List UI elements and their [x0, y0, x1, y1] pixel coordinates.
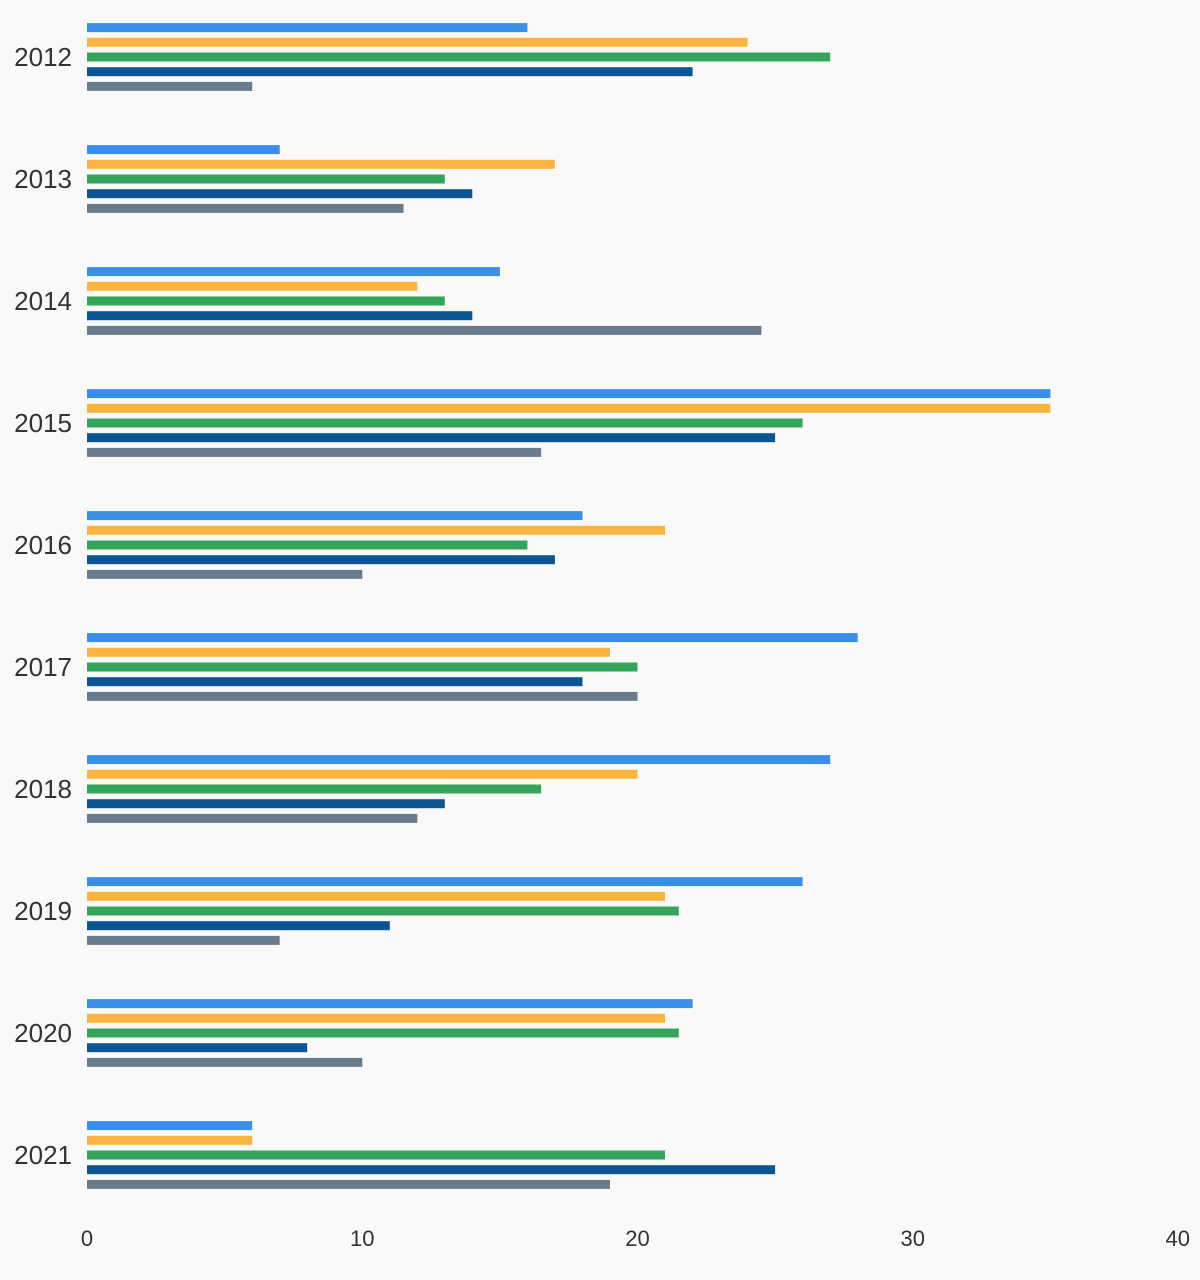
category-label: 2018 — [14, 774, 72, 804]
x-tick-label: 0 — [81, 1226, 93, 1251]
x-tick-label: 20 — [625, 1226, 649, 1251]
bar — [87, 755, 831, 765]
bar — [87, 769, 638, 779]
bar — [87, 906, 679, 916]
bar — [87, 921, 390, 931]
bar — [87, 281, 418, 291]
bar — [87, 433, 776, 443]
x-tick-labels: 0 10 20 30 40 — [81, 1226, 1190, 1251]
x-tick-label: 10 — [350, 1226, 374, 1251]
bar — [87, 52, 831, 62]
category-label: 2020 — [14, 1018, 72, 1048]
bar — [87, 1165, 776, 1175]
bar — [87, 525, 665, 535]
bar — [87, 569, 363, 579]
bar — [87, 877, 803, 887]
bar — [87, 1135, 253, 1145]
category-label: 2012 — [14, 42, 72, 72]
bar — [87, 145, 280, 155]
bar — [87, 189, 473, 199]
bar — [87, 1043, 308, 1053]
bar — [87, 1013, 665, 1023]
bar — [87, 203, 404, 213]
bar — [87, 67, 693, 77]
bar — [87, 691, 638, 701]
bar — [87, 647, 610, 657]
category-label: 2013 — [14, 164, 72, 194]
bar — [87, 159, 555, 169]
bar — [87, 1150, 665, 1160]
bar — [87, 799, 445, 809]
category-label: 2014 — [14, 286, 72, 316]
x-tick-label: 40 — [1166, 1226, 1190, 1251]
bar — [87, 418, 803, 428]
bar — [87, 555, 555, 565]
bar — [87, 447, 542, 457]
category-label: 2021 — [14, 1140, 72, 1170]
bar — [87, 935, 280, 945]
category-labels: 2012 2013 2014 2015 2016 2017 2018 2019 2020 2021 — [14, 42, 72, 1170]
bar — [87, 662, 638, 672]
bar — [87, 37, 748, 47]
category-label: 2019 — [14, 896, 72, 926]
bar — [87, 1121, 253, 1131]
bar — [87, 389, 1051, 399]
bar — [87, 174, 445, 184]
bar — [87, 540, 528, 550]
bar — [87, 1057, 363, 1067]
bar — [87, 403, 1051, 413]
bar — [87, 325, 762, 335]
bar — [87, 891, 665, 901]
category-label: 2016 — [14, 530, 72, 560]
bar — [87, 296, 445, 306]
category-label: 2017 — [14, 652, 72, 682]
bars-layer — [87, 23, 1051, 1189]
bar — [87, 23, 528, 33]
bar — [87, 677, 583, 687]
bar — [87, 511, 583, 521]
bar — [87, 633, 858, 643]
bar — [87, 813, 418, 823]
category-label: 2015 — [14, 408, 72, 438]
x-tick-label: 30 — [901, 1226, 925, 1251]
bar — [87, 267, 500, 277]
bar — [87, 1028, 679, 1038]
bar — [87, 784, 542, 794]
bar — [87, 81, 253, 91]
bar — [87, 999, 693, 1009]
bar — [87, 311, 473, 321]
bar — [87, 1179, 610, 1189]
